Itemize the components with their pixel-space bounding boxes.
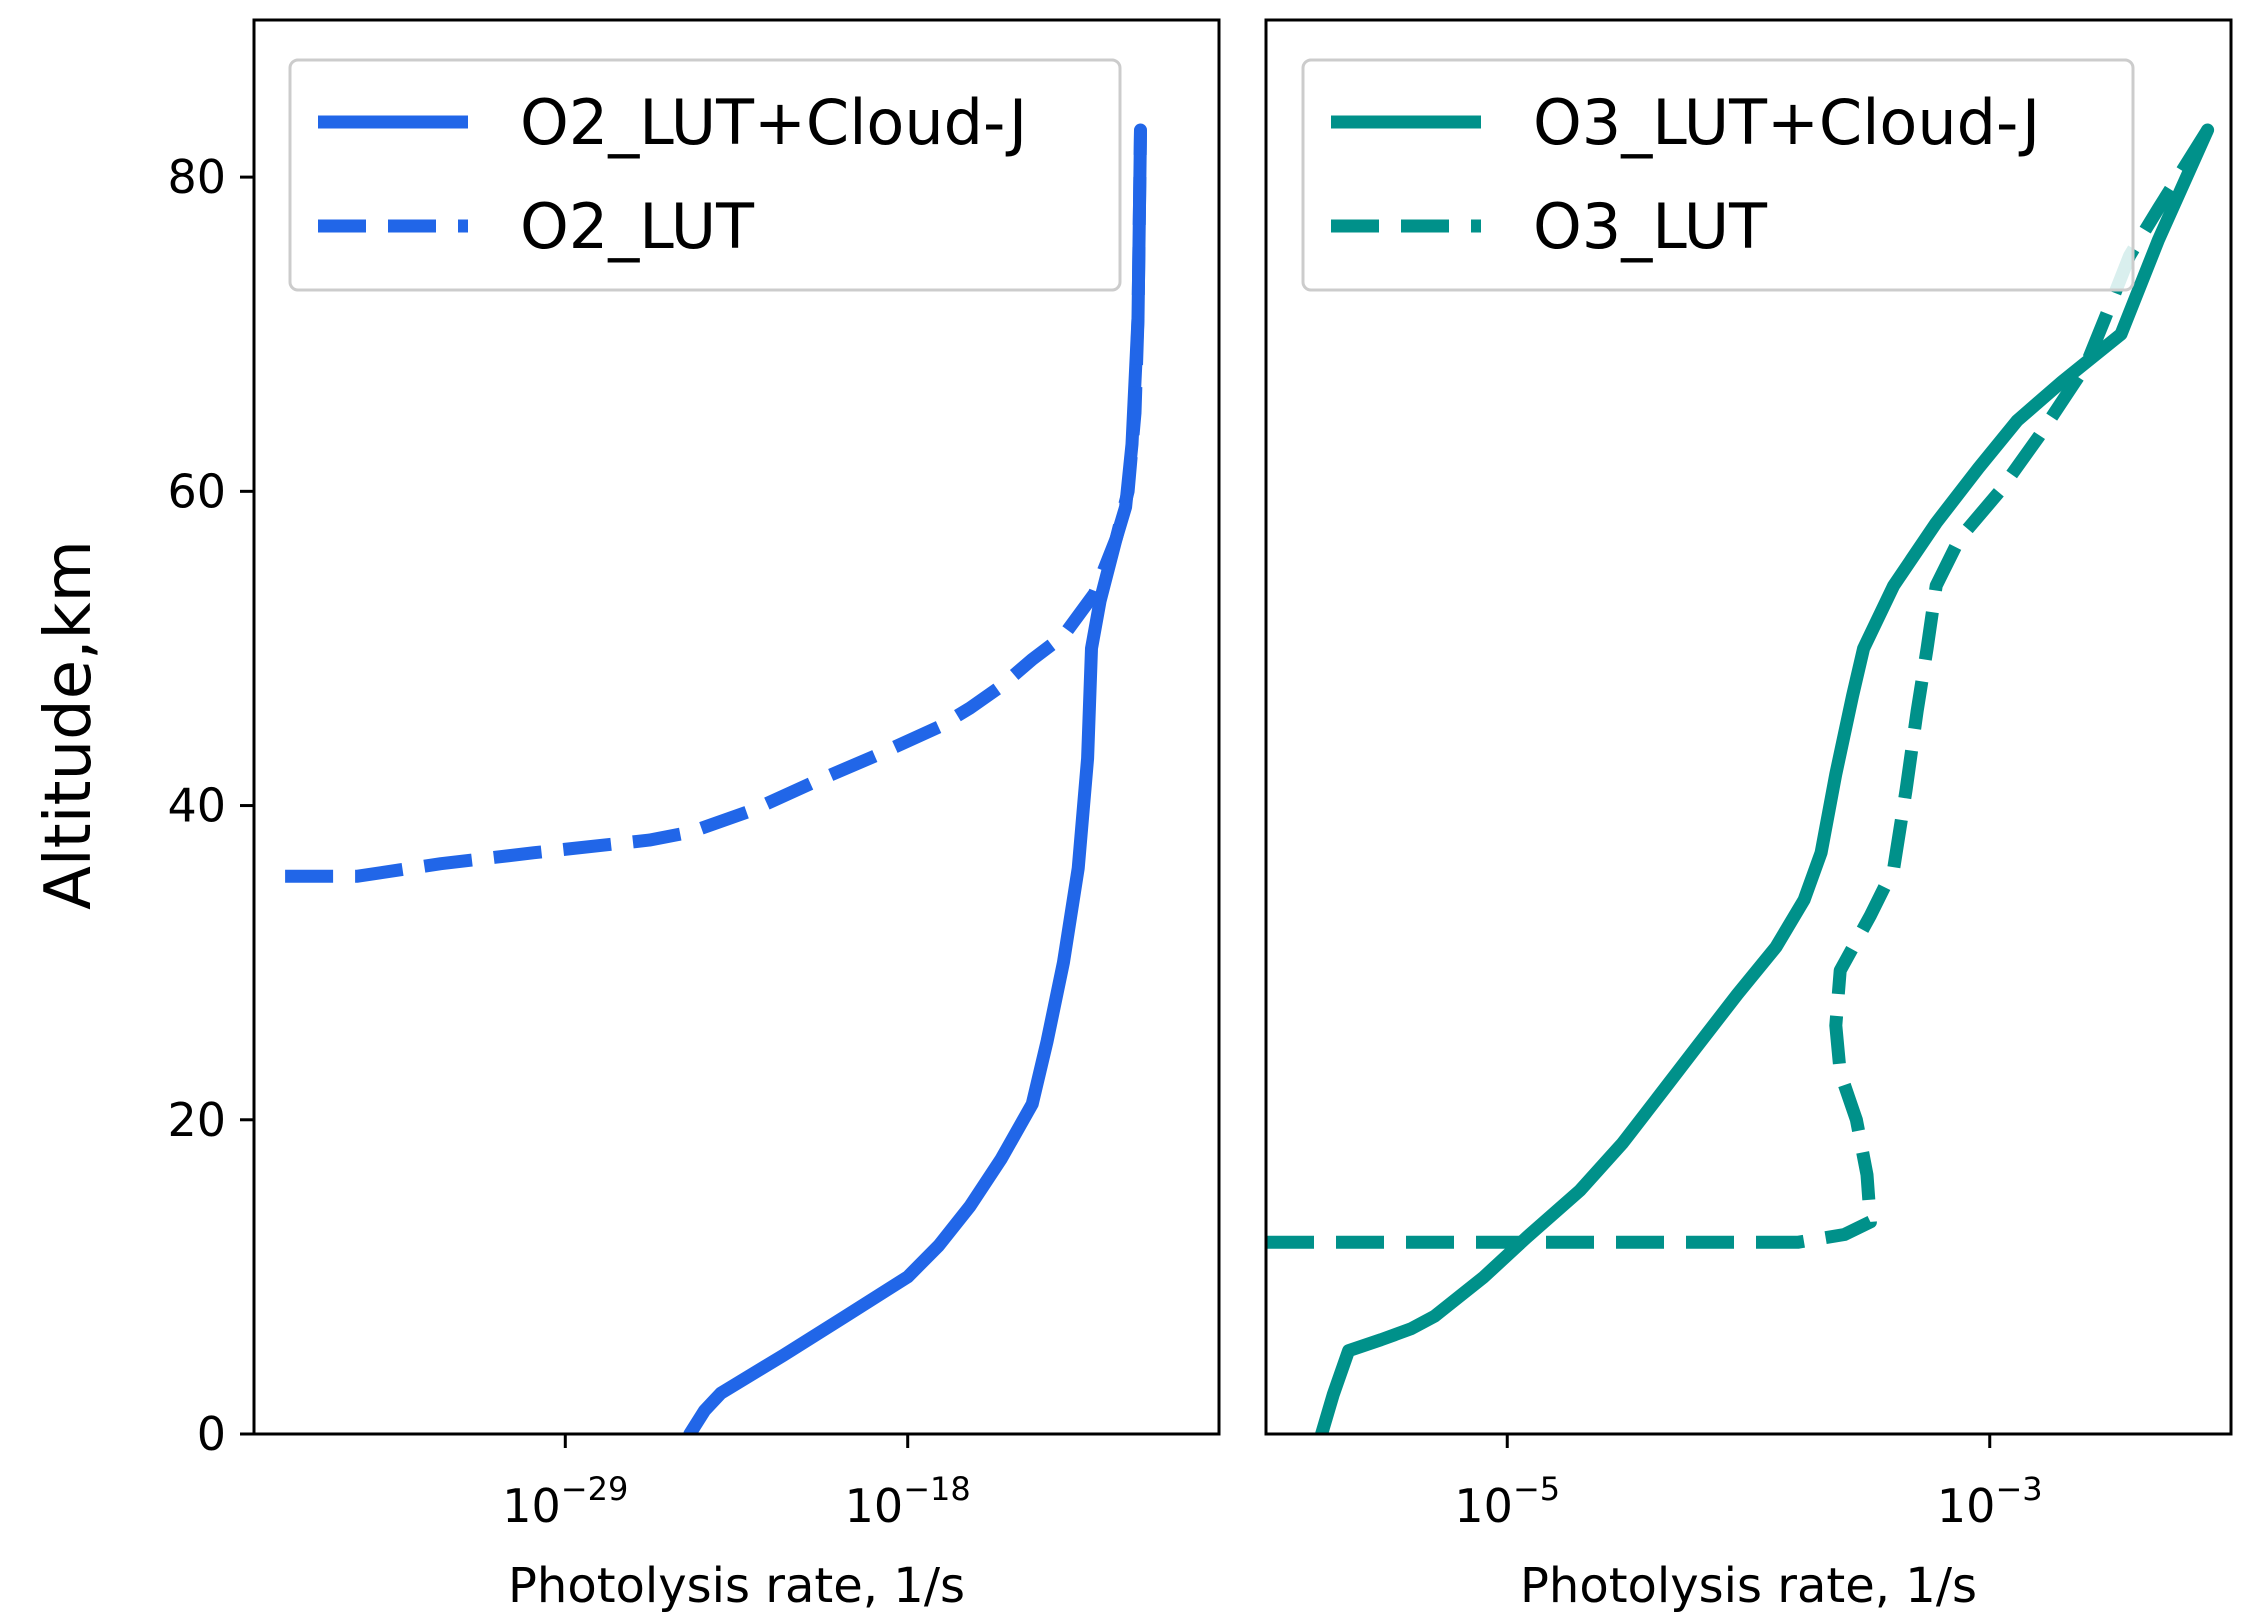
legend-label: O2_LUT — [520, 190, 755, 263]
series-line-o2-lut-cloud-j — [683, 123, 1147, 1434]
series-line-o3-lut-cloud-j — [1315, 123, 2215, 1434]
plot-frame — [1264, 18, 2233, 1436]
y-tick-label: 40 — [167, 779, 226, 833]
x-tick-label: 10−5 — [1454, 1470, 1560, 1533]
y-tick-label: 20 — [167, 1093, 226, 1147]
y-tick-label: 0 — [197, 1407, 226, 1461]
x-axis-label: Photolysis rate, 1/s — [508, 1558, 965, 1614]
legend-label: O2_LUT+Cloud-J — [520, 86, 1027, 159]
y-tick-label: 80 — [167, 150, 226, 204]
legend-label: O3_LUT — [1533, 190, 1768, 263]
right-panel: 10−5 10−3 Photolysis rate, 1/s O3_LUT+Cloud… — [1264, 18, 2233, 1614]
y-axis-label: Altitude,km — [32, 540, 106, 910]
x-tick-label: 10−3 — [1937, 1470, 2043, 1533]
plot-frame — [252, 18, 1221, 1436]
legend-label: O3_LUT+Cloud-J — [1533, 86, 2040, 159]
y-tick-label: 60 — [167, 464, 226, 518]
series-line-o3-lut — [1266, 126, 2214, 1249]
legend-box — [288, 58, 1122, 292]
x-tick-label: 10−29 — [502, 1470, 628, 1533]
series-line-o2-lut — [285, 129, 1147, 883]
legend-box — [1301, 58, 2135, 292]
left-panel: 10−29 10−18 0 20 40 60 80 Photolysis rate, 1/s O… — [167, 18, 1221, 1614]
x-tick-label: 10−18 — [845, 1470, 971, 1533]
x-axis-label: Photolysis rate, 1/s — [1520, 1558, 1977, 1614]
